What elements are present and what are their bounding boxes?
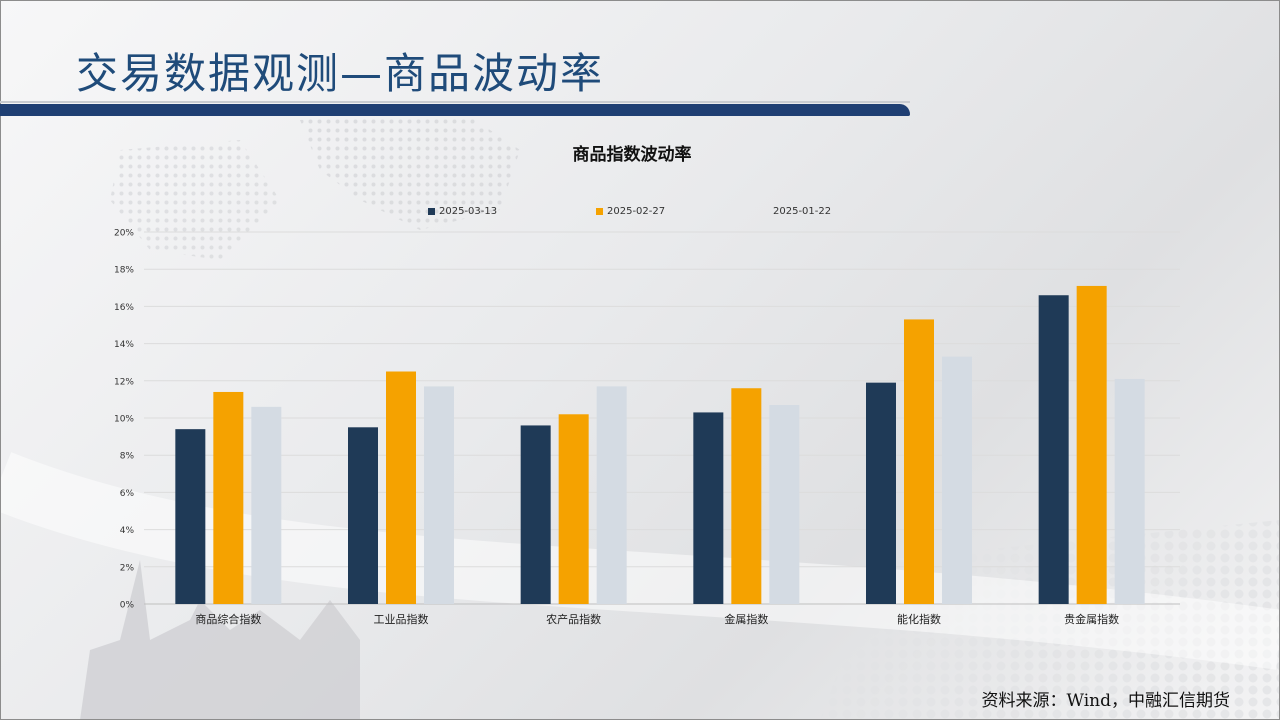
data-source-note: 资料来源：Wind，中融汇信期货 xyxy=(981,691,1230,711)
legend-label-2: 2025-02-27 xyxy=(607,206,666,217)
legend-item-series-3: 2025-01-22 xyxy=(762,206,831,217)
y-tick-label: 8% xyxy=(120,452,135,462)
x-tick-label: 工业品指数 xyxy=(374,612,429,626)
x-tick-label: 金属指数 xyxy=(724,612,768,626)
y-tick-label: 0% xyxy=(120,601,135,611)
bar-1 xyxy=(866,382,896,604)
legend-swatch-1 xyxy=(428,208,435,215)
y-tick-label: 6% xyxy=(120,489,135,499)
bar-3 xyxy=(424,386,454,604)
bar-2 xyxy=(904,319,934,604)
bar-1 xyxy=(348,427,378,604)
bar-3 xyxy=(942,356,972,604)
y-tick-label: 16% xyxy=(114,303,134,313)
y-tick-label: 18% xyxy=(114,266,134,276)
bar-2 xyxy=(558,414,589,604)
bar-1 xyxy=(520,425,551,604)
x-tick-label: 能化指数 xyxy=(897,612,941,626)
title-underline-thin xyxy=(0,101,910,103)
bar-1 xyxy=(175,429,206,604)
y-tick-label: 14% xyxy=(114,340,134,350)
y-tick-label: 2% xyxy=(120,563,135,573)
y-tick-label: 20% xyxy=(114,229,134,239)
slide-title: 交易数据观测—商品波动率 xyxy=(76,49,605,98)
bar-2 xyxy=(386,371,416,604)
bar-1 xyxy=(693,412,724,604)
bar-3 xyxy=(769,404,800,604)
y-tick-label: 12% xyxy=(114,377,134,387)
legend-item-series-1: 2025-03-13 xyxy=(428,206,497,217)
y-tick-label: 10% xyxy=(114,415,134,425)
bar-2 xyxy=(1076,285,1107,604)
y-tick-label: 4% xyxy=(120,526,135,536)
bar-3 xyxy=(1114,378,1145,604)
legend-item-series-2: 2025-02-27 xyxy=(596,206,665,217)
x-tick-label: 贵金属指数 xyxy=(1064,612,1119,626)
chart-title: 商品指数波动率 xyxy=(572,145,692,165)
title-underline-bar xyxy=(0,104,910,116)
legend-swatch-2 xyxy=(596,208,603,215)
bar-1 xyxy=(1038,295,1069,604)
x-tick-label: 农产品指数 xyxy=(546,612,601,626)
chart-legend: 2025-03-13 2025-02-27 2025-01-22 xyxy=(0,206,1280,220)
legend-label-3: 2025-01-22 xyxy=(773,206,832,217)
bar-3 xyxy=(251,406,282,604)
x-tick-label: 商品综合指数 xyxy=(195,612,261,626)
legend-label-1: 2025-03-13 xyxy=(439,206,498,217)
bar-3 xyxy=(596,386,627,604)
bar-2 xyxy=(731,388,762,604)
bar-2 xyxy=(213,391,244,604)
